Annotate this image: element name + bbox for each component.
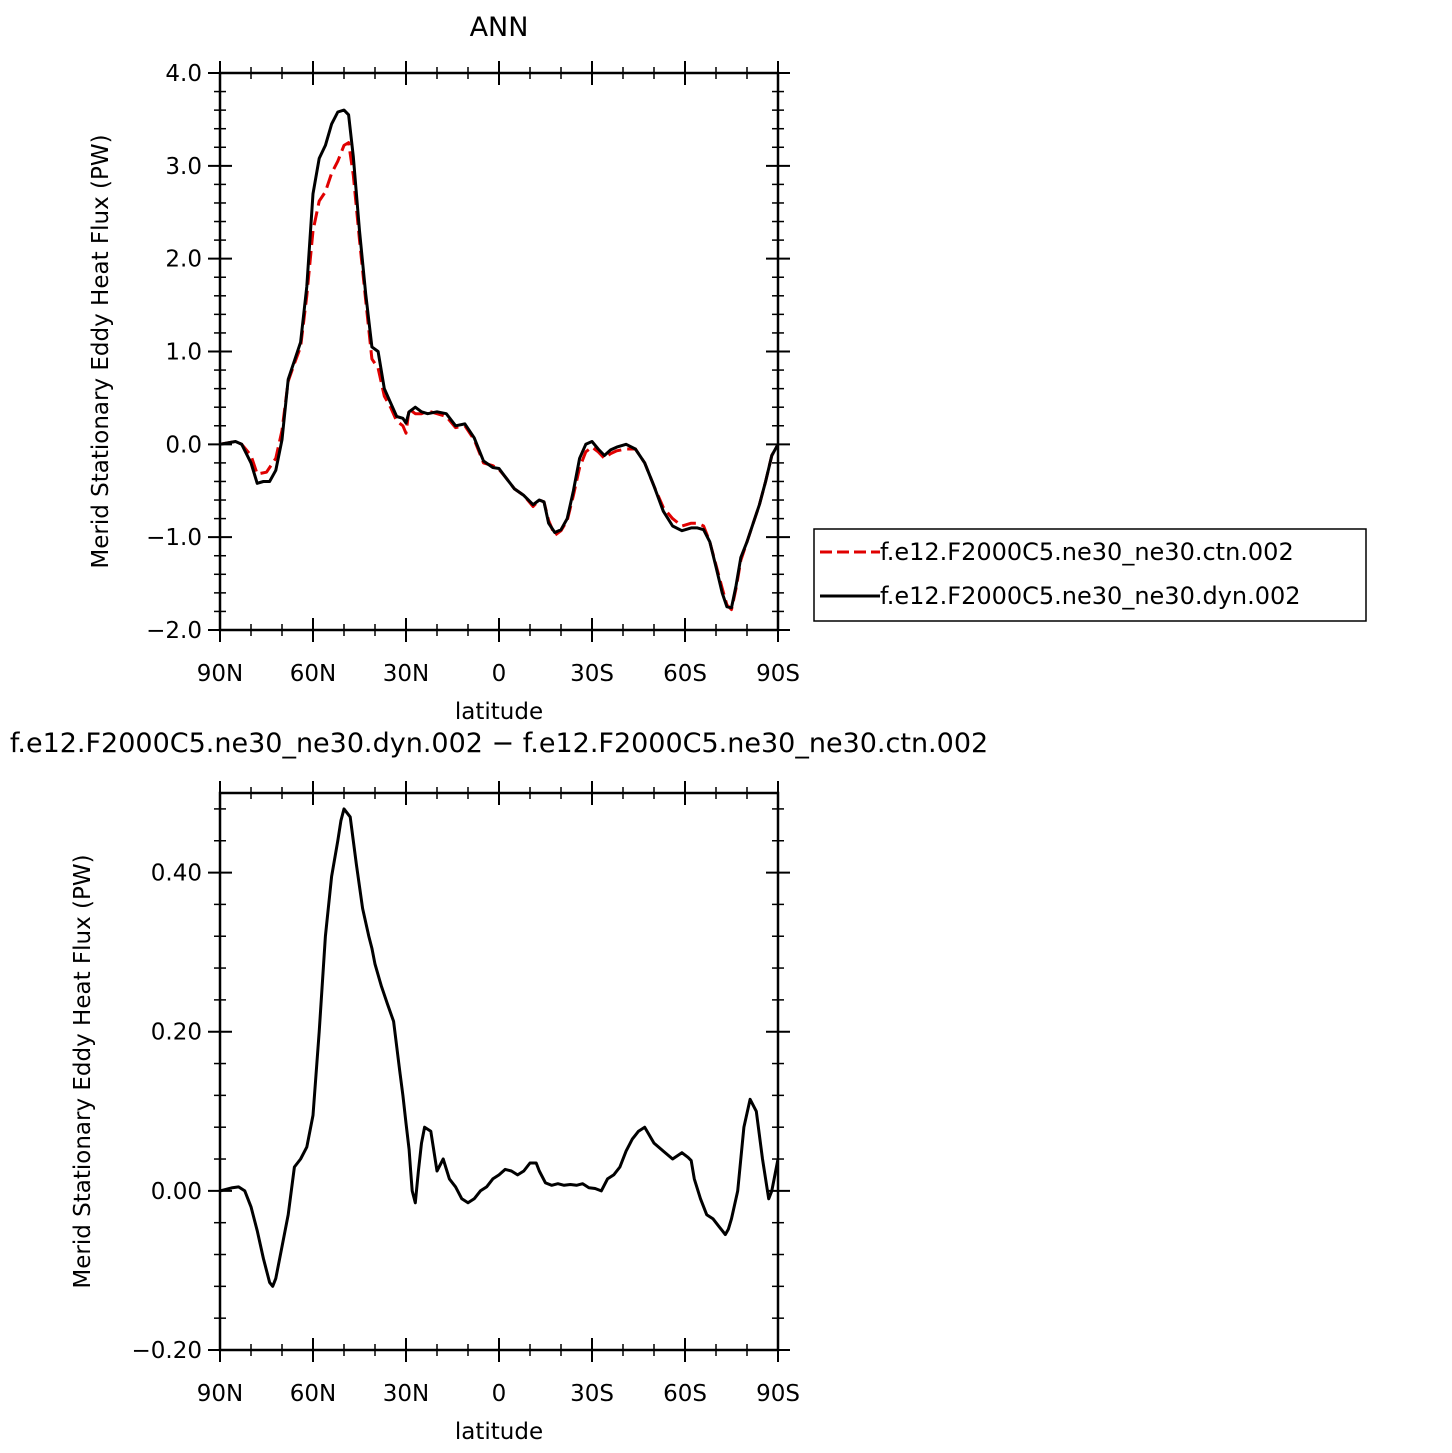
- y-tick-label: 2.0: [165, 247, 202, 273]
- x-tick-label: 60N: [290, 1381, 336, 1407]
- y-tick-label: 3.0: [165, 154, 202, 180]
- series-line-0: [220, 807, 778, 1288]
- legend-label: f.e12.F2000C5.ne30_ne30.dyn.002: [880, 582, 1301, 610]
- x-tick-label: 90N: [197, 1381, 243, 1407]
- y-tick-label: 0.00: [151, 1179, 202, 1205]
- x-axis-label: latitude: [455, 699, 543, 725]
- x-tick-label: 60S: [663, 1381, 707, 1407]
- series-group: [220, 108, 778, 612]
- x-tick-label: 0: [492, 661, 507, 687]
- x-tick-label: 30N: [383, 1381, 429, 1407]
- y-tick-label: −2.0: [146, 618, 202, 644]
- x-tick-label: 60N: [290, 661, 336, 687]
- y-tick-label: 0.0: [165, 432, 202, 458]
- x-tick-label: 90S: [756, 1381, 800, 1407]
- series-group: [220, 807, 778, 1288]
- top-panel: ANN 90N 60N 30N 0 30S 60S 90S 4.0 3.0 2.0 1.0 0.0 −1.…: [88, 12, 800, 725]
- y-axis-label: Merid Stationary Eddy Heat Flux (PW): [70, 854, 96, 1288]
- y-tick-label: −1.0: [146, 525, 202, 551]
- x-axis-label: latitude: [455, 1419, 543, 1445]
- x-tick-label: 30S: [570, 1381, 614, 1407]
- y-tick-label: 0.40: [151, 861, 202, 887]
- plot-title: ANN: [470, 12, 529, 43]
- y-tick-label: −0.20: [132, 1338, 202, 1364]
- bottom-panel: f.e12.F2000C5.ne30_ne30.dyn.002 − f.e12.…: [10, 728, 988, 1445]
- x-tick-label: 90S: [756, 661, 800, 687]
- y-axis-label: Merid Stationary Eddy Heat Flux (PW): [88, 134, 114, 568]
- x-tick-label: 30N: [383, 661, 429, 687]
- plot-frame: [218, 71, 780, 632]
- y-tick-label: 4.0: [165, 61, 202, 87]
- x-tick-label: 60S: [663, 661, 707, 687]
- y-tick-label: 0.20: [151, 1020, 202, 1046]
- legend: f.e12.F2000C5.ne30_ne30.ctn.002 f.e12.F20…: [813, 528, 1367, 622]
- legend-label: f.e12.F2000C5.ne30_ne30.ctn.002: [880, 538, 1294, 566]
- series-line-1: [220, 108, 778, 610]
- legend-box: [813, 528, 1367, 622]
- x-tick-label: 90N: [197, 661, 243, 687]
- y-tick-label: 1.0: [165, 340, 202, 366]
- series-line-0: [220, 141, 778, 612]
- plot-title: f.e12.F2000C5.ne30_ne30.dyn.002 − f.e12.…: [10, 728, 988, 759]
- plot-frame: [218, 791, 780, 1352]
- x-tick-label: 0: [492, 1381, 507, 1407]
- x-tick-label: 30S: [570, 661, 614, 687]
